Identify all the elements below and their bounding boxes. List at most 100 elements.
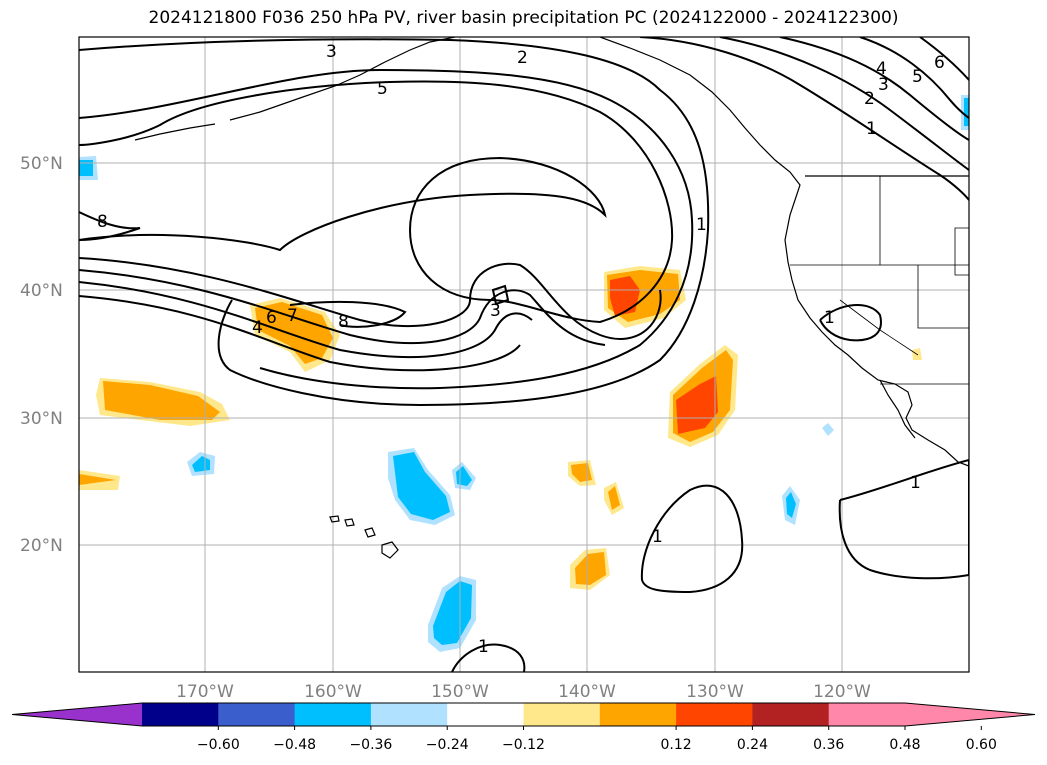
contour-label: 4: [876, 59, 887, 79]
state-border-1: [879, 176, 969, 266]
colorbar-segment: [676, 703, 753, 726]
colorbar-tick-label: 0.60: [966, 737, 997, 753]
colorbar-tick-label: 0.48: [889, 737, 920, 753]
precip-region-edge-west-core: [79, 474, 116, 485]
pv-contour-north-east-5: [919, 37, 969, 81]
pv-contour-ridge-2: [79, 68, 694, 390]
precip-neg-tiny: [822, 423, 834, 436]
contour-label: 8: [338, 312, 349, 332]
lat-label-20n: 20°N: [20, 536, 63, 556]
hawaii-oahu: [344, 518, 355, 527]
contour-label: 5: [912, 67, 923, 87]
colorbar-extend-high: [905, 703, 1035, 726]
precip-region-subtropical-west-core: [103, 381, 220, 420]
hawaii-maui: [364, 527, 376, 538]
coastlines: [134, 37, 969, 559]
latitude-labels: 50°N 40°N 30°N 20°N: [20, 154, 63, 556]
contour-label: 1: [696, 215, 707, 235]
pv-contour-trough-4: [79, 295, 521, 372]
lat-label-40n: 40°N: [20, 281, 63, 301]
colorbar-tick-label: −0.24: [426, 737, 469, 753]
pv-contour-south-2: [838, 458, 969, 580]
plot-frame: [78, 36, 970, 673]
precip-neg-edge-ne-core: [964, 98, 969, 126]
longitude-labels: 170°W 160°W 150°W 140°W 130°W 120°W: [176, 682, 871, 702]
lon-label-160w: 160°W: [304, 682, 362, 702]
colorbar-segment: [828, 703, 906, 726]
colorbar-segment: [599, 703, 677, 726]
colorbar-tick-label: −0.36: [349, 737, 392, 753]
colorbar-segment: [218, 703, 296, 726]
coastline-aleutians: [134, 123, 216, 141]
state-border-3: [917, 265, 969, 329]
pv-contour-labels: 3 2 5 4 3 2 1 6 5 8 1 3 6 4 7 8 1 1 1 1: [97, 42, 945, 657]
lon-label-130w: 130°W: [686, 682, 744, 702]
precip-neg-hawaii-north-core: [393, 452, 450, 520]
contour-label: 7: [287, 306, 298, 326]
colorbar-tick-label: −0.48: [273, 737, 316, 753]
pv-contour-south-3: [451, 643, 526, 672]
pv-contour-8-west: [79, 211, 141, 241]
pv-contour-south-1: [640, 484, 744, 594]
pv-contour-north-east-1: [639, 37, 969, 201]
pv-contour-trough-1: [79, 257, 662, 340]
pv-contour-north-east-3: [779, 37, 969, 141]
contour-label: 6: [266, 308, 277, 328]
precip-region-south-core: [575, 552, 606, 585]
lat-label-50n: 50°N: [20, 154, 63, 174]
contour-label: 8: [97, 212, 108, 232]
contour-label: 3: [326, 42, 337, 62]
plot-area: 3 2 5 4 3 2 1 6 5 8 1 3 6 4 7 8 1 1 1 1: [79, 37, 969, 672]
contour-label: 2: [517, 48, 528, 68]
state-border-4: [839, 299, 919, 356]
pv-contour-north-east-2: [719, 37, 969, 171]
pv-contour-8-center: [289, 300, 407, 328]
precip-neg-east-core: [786, 492, 796, 518]
pv-contour-ridge-3: [79, 80, 674, 324]
contour-label: 3: [878, 75, 889, 95]
colorbar: −0.60 −0.48 −0.36 −0.24 −0.12 0.12 0.24 0.36 0.4…: [11, 702, 1036, 753]
contour-label: 5: [377, 79, 388, 99]
contour-label: 1: [824, 308, 835, 328]
colorbar-tick-label: 0.24: [737, 737, 768, 753]
contour-label: 4: [252, 318, 263, 338]
colorbar-segment: [294, 703, 372, 726]
lon-label-150w: 150°W: [431, 682, 489, 702]
pv-contour-east-closed: [819, 303, 882, 342]
contour-label: 1: [866, 119, 877, 139]
precip-region-offshore-mid-peak: [676, 376, 718, 434]
colorbar-ticks: −0.60 −0.48 −0.36 −0.24 −0.12 0.12 0.24 0.36 0.4…: [197, 726, 997, 753]
precip-positive-regions: [79, 266, 922, 590]
colorbar-tick-label: 0.12: [661, 737, 692, 753]
contour-label: 2: [864, 89, 875, 109]
colorbar-segment: [142, 703, 219, 726]
precip-neg-edge-50n-core: [79, 160, 93, 176]
hawaii-kauai: [329, 515, 340, 523]
lon-label-140w: 140°W: [558, 682, 616, 702]
precip-neg-south-core: [433, 581, 472, 645]
colorbar-outline: [11, 702, 1036, 727]
coastline-baja: [879, 379, 916, 439]
colorbar-segment: [370, 703, 448, 726]
contour-label: 6: [934, 53, 945, 73]
colorbar-tick-label: −0.60: [197, 737, 240, 753]
precip-region-central-north-core: [255, 302, 333, 364]
graticule: [79, 37, 969, 672]
colorbar-extend-low: [12, 703, 142, 726]
map-title: 2024121800 F036 250 hPa PV, river basin …: [148, 8, 899, 28]
colorbar-segment: [523, 703, 601, 726]
pv-contour-trough-3: [79, 281, 533, 358]
contour-label: 3: [490, 301, 501, 321]
state-border-6: [954, 227, 969, 276]
contour-label: 1: [652, 527, 663, 547]
colorbar-segments: [12, 703, 1035, 726]
precip-negative-regions: [79, 95, 969, 652]
coastline-north-america: [599, 37, 969, 467]
pv-contour-ridge-outer: [79, 38, 710, 407]
pv-contour-north-east-4: [859, 37, 969, 119]
colorbar-tick-label: 0.36: [813, 737, 844, 753]
lat-label-30n: 30°N: [20, 409, 63, 429]
pv-contours: [79, 37, 969, 672]
colorbar-segment: [752, 703, 830, 726]
contour-label: 1: [910, 473, 921, 493]
